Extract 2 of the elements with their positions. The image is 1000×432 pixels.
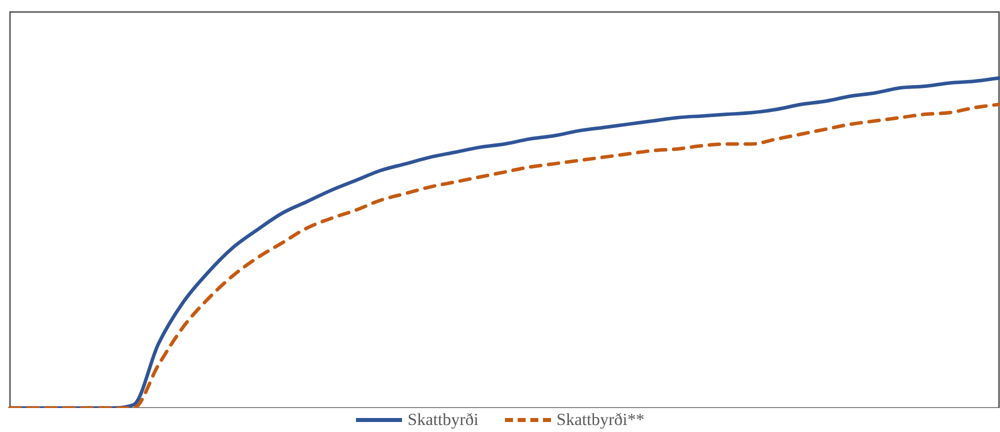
legend-label: Skattbyrði xyxy=(408,410,478,430)
legend-label: Skattbyrði** xyxy=(556,410,644,430)
